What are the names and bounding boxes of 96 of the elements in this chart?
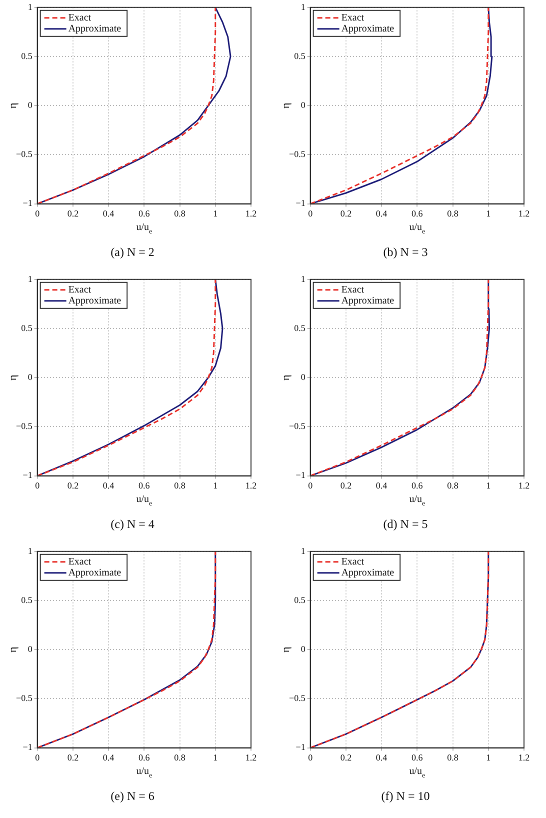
x-tick-label: 0.8 [447, 208, 459, 219]
y-tick-label: −1 [296, 470, 306, 480]
legend-label: Exact [68, 12, 92, 24]
x-tick-label: 0.6 [412, 752, 424, 763]
legend-label: Exact [341, 556, 364, 568]
legend-label: Approximate [68, 568, 122, 579]
y-axis-title: η [280, 646, 292, 652]
legend-label: Approximate [341, 24, 395, 35]
y-tick-label: −0.5 [16, 421, 33, 432]
y-tick-label: 1 [300, 274, 306, 284]
legend-label: Approximate [341, 296, 395, 307]
text: (d) N = 5 [383, 516, 428, 531]
text: (b) N = 3 [383, 244, 428, 259]
text: (e) N = 6 [110, 788, 154, 803]
y-axis-title: η [7, 102, 20, 108]
x-tick-label: 0.4 [376, 480, 388, 491]
x-tick-label: 0 [308, 752, 314, 763]
x-tick-label: 0.4 [376, 752, 388, 763]
y-tick-label: 1 [28, 274, 32, 284]
y-tick-label: 0 [300, 372, 306, 382]
x-tick-label: 1.2 [518, 752, 530, 763]
y-tick-label: −0.5 [16, 693, 33, 704]
legend-label: Exact [341, 284, 364, 296]
x-tick-label: 0.6 [138, 480, 150, 491]
y-tick-label: 0 [300, 100, 306, 110]
y-tick-label: 0 [300, 644, 306, 654]
x-tick-label: 1 [213, 752, 218, 763]
x-tick-label: 1.2 [245, 208, 257, 219]
y-tick-label: 0 [28, 100, 33, 110]
text: (f) N = 10 [381, 788, 430, 803]
x-tick-label: 1 [486, 208, 491, 219]
y-tick-label: 0.5 [294, 322, 306, 333]
x-tick-label: 0.4 [102, 208, 115, 219]
x-tick-label: 1.2 [245, 480, 257, 491]
y-tick-label: 1 [300, 546, 306, 556]
x-tick-label: 0.8 [174, 208, 186, 219]
legend-label: Exact [68, 556, 92, 568]
y-tick-label: 0.5 [294, 594, 306, 605]
x-tick-label: 0.2 [340, 480, 352, 491]
y-tick-label: 0.5 [21, 322, 33, 333]
legend-label: Approximate [68, 24, 122, 35]
y-tick-label: 0.5 [21, 50, 33, 61]
y-tick-label: −0.5 [289, 693, 306, 704]
y-axis-title: η [7, 646, 20, 652]
y-tick-label: −0.5 [289, 149, 306, 160]
y-tick-label: −1 [296, 742, 306, 752]
y-tick-label: 1 [300, 2, 306, 12]
x-tick-label: 0.2 [67, 480, 79, 491]
y-axis-title: η [280, 374, 292, 380]
x-tick-label: 0 [35, 208, 40, 219]
x-tick-label: 0.4 [102, 752, 115, 763]
x-tick-label: 1 [486, 752, 491, 763]
x-tick-label: 1 [213, 208, 218, 219]
x-tick-label: 0.2 [340, 752, 352, 763]
y-tick-label: 1 [28, 2, 32, 12]
text: (c) N = 4 [110, 516, 154, 531]
y-tick-label: −0.5 [16, 149, 33, 160]
x-tick-label: 1.2 [518, 480, 530, 491]
y-tick-label: 1 [28, 546, 32, 556]
y-axis-title: η [7, 374, 20, 380]
x-tick-label: 1.2 [518, 208, 530, 219]
x-tick-label: 0 [35, 480, 40, 491]
y-tick-label: 0 [28, 644, 33, 654]
x-tick-label: 0.6 [138, 208, 150, 219]
x-tick-label: 0.2 [340, 208, 352, 219]
y-tick-label: −1 [22, 470, 32, 480]
x-tick-label: 1 [486, 480, 491, 491]
x-tick-label: 0.8 [447, 752, 459, 763]
y-tick-label: 0.5 [294, 50, 306, 61]
legend-label: Exact [341, 12, 364, 24]
y-tick-label: −1 [22, 198, 32, 208]
x-tick-label: 0.6 [412, 208, 424, 219]
x-tick-label: 1.2 [245, 752, 257, 763]
x-tick-label: 0.6 [412, 480, 424, 491]
x-tick-label: 0.8 [174, 752, 186, 763]
y-tick-label: 0 [28, 372, 33, 382]
legend-label: Approximate [341, 568, 395, 579]
x-tick-label: 0.4 [376, 208, 388, 219]
x-tick-label: 0 [308, 480, 314, 491]
text: (a) N = 2 [110, 244, 154, 259]
x-tick-label: 0.2 [67, 752, 79, 763]
x-tick-label: 0.6 [138, 752, 150, 763]
x-tick-label: 0 [35, 752, 40, 763]
y-tick-label: −1 [296, 198, 306, 208]
x-tick-label: 0.2 [67, 208, 79, 219]
x-tick-label: 0 [308, 208, 314, 219]
y-tick-label: 0.5 [21, 594, 33, 605]
x-tick-label: 0.8 [174, 480, 186, 491]
x-tick-label: 0.8 [447, 480, 459, 491]
x-tick-label: 1 [213, 480, 218, 491]
y-axis-title: η [280, 102, 292, 108]
x-tick-label: 0.4 [102, 480, 115, 491]
y-tick-label: −0.5 [289, 421, 306, 432]
legend-label: Approximate [68, 296, 122, 307]
y-tick-label: −1 [22, 742, 32, 752]
legend-label: Exact [68, 284, 92, 296]
